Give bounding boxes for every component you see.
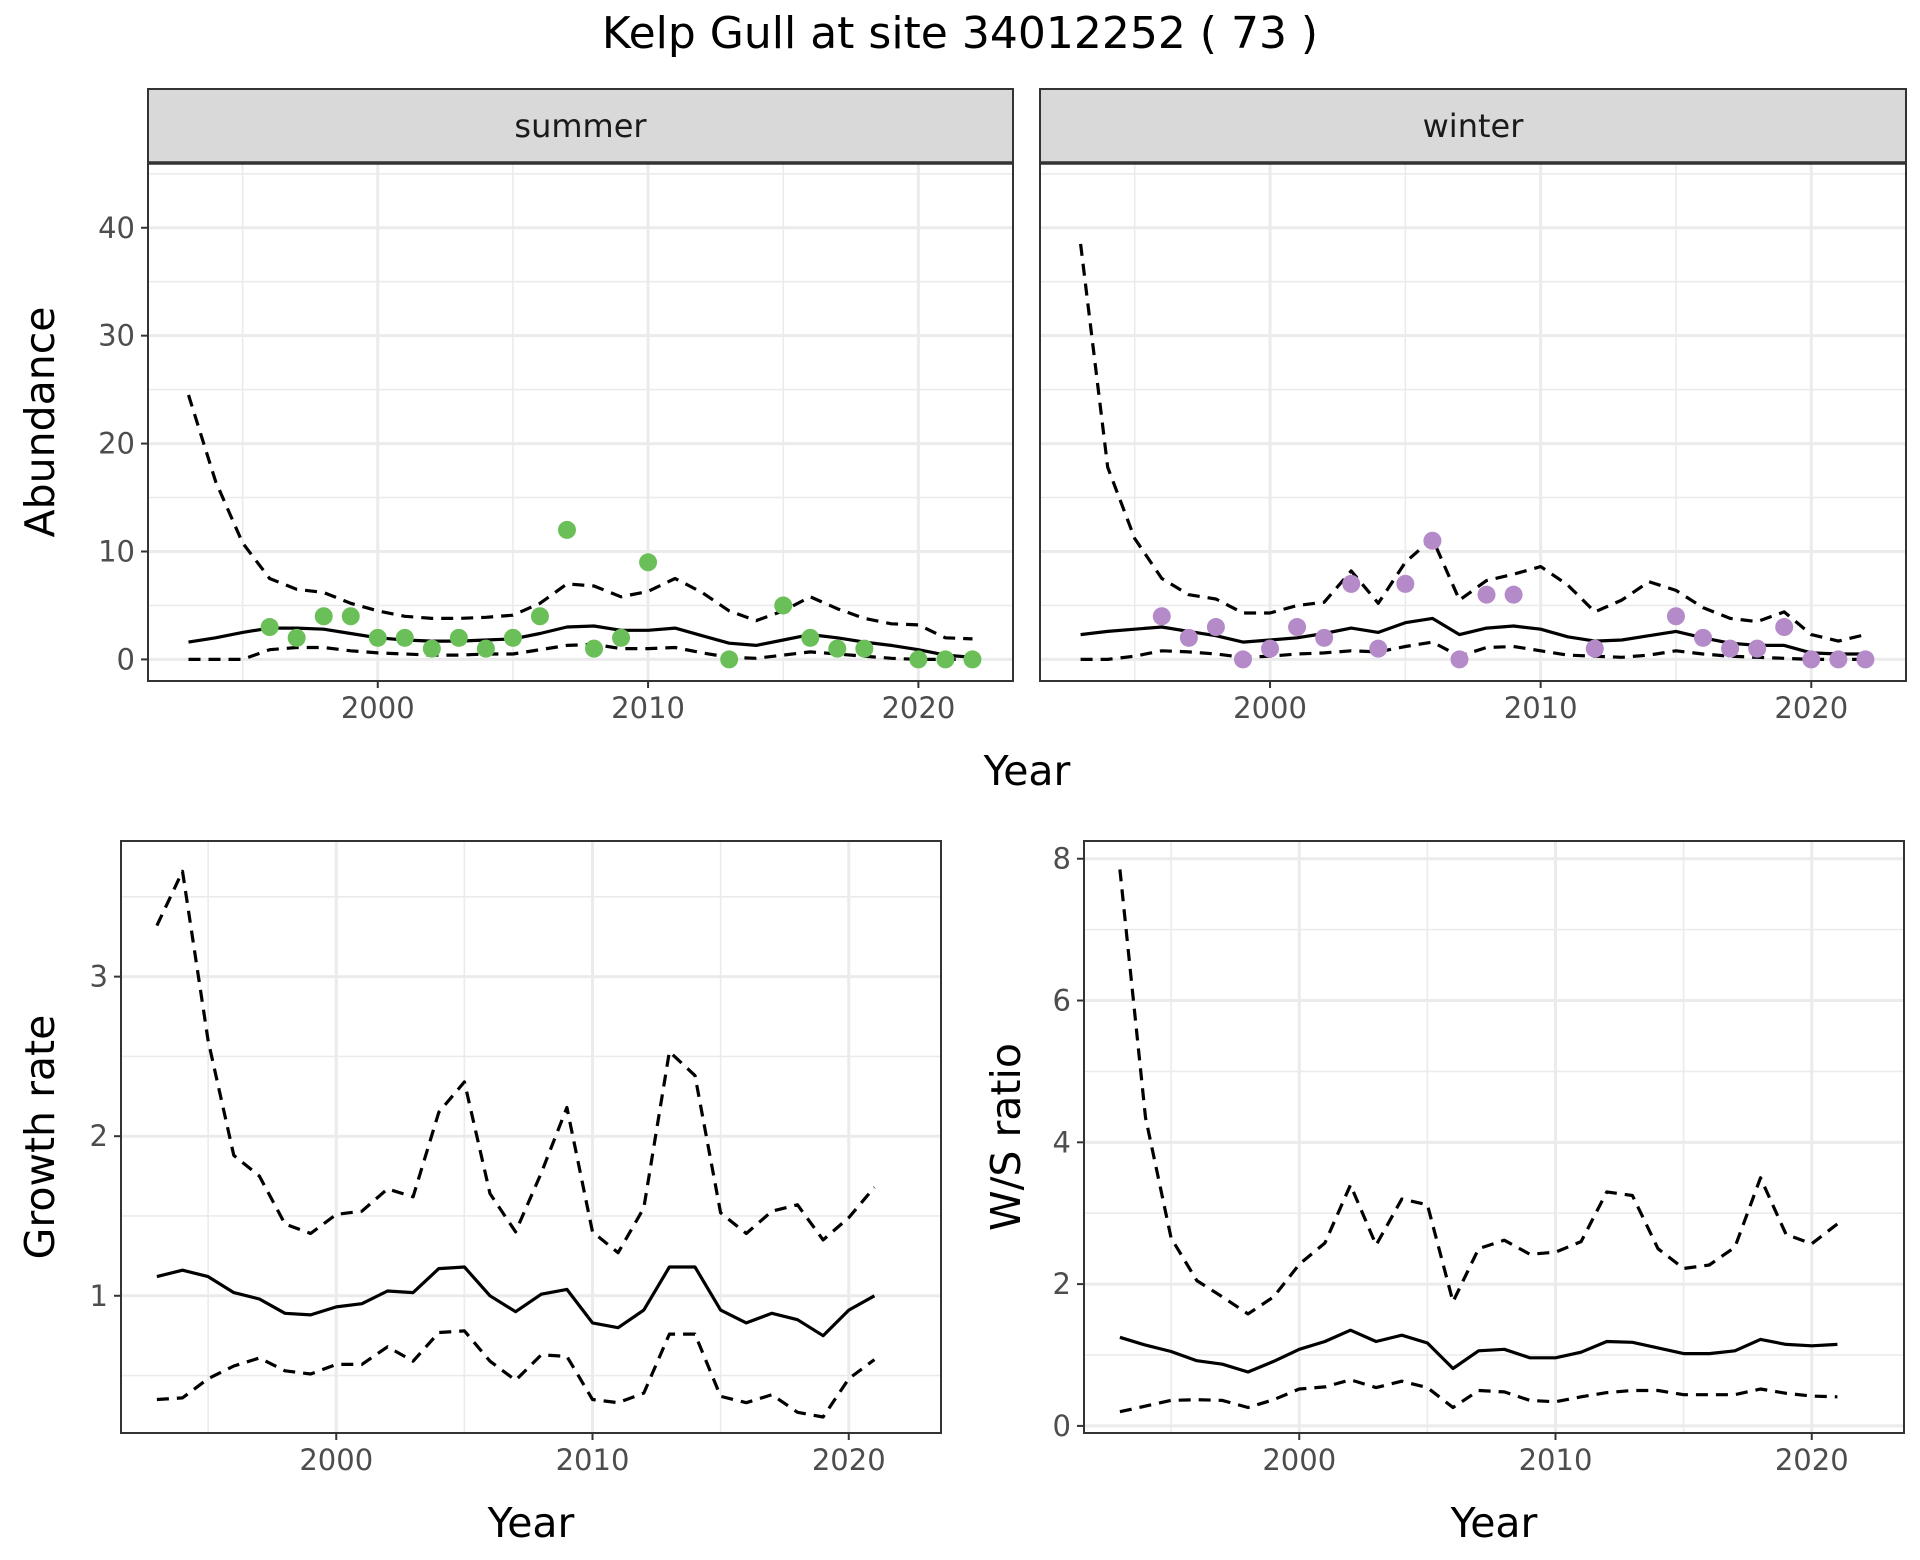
x-tick-label: 2000 <box>1233 691 1307 725</box>
observed-point <box>1179 628 1198 647</box>
observed-point <box>557 520 576 539</box>
x-tick-label: 2010 <box>556 1443 630 1477</box>
observed-point <box>1666 607 1685 626</box>
observed-point <box>1748 639 1767 658</box>
x-axis-title: Year <box>487 1499 575 1547</box>
x-tick-label: 2010 <box>1519 1443 1593 1477</box>
observed-point <box>395 628 414 647</box>
observed-point <box>612 628 631 647</box>
observed-point <box>1342 574 1361 593</box>
facet-strip-label: summer <box>514 107 647 145</box>
observed-point <box>1802 650 1821 669</box>
facet-strip <box>1039 88 1907 164</box>
observed-point <box>936 650 955 669</box>
observed-point <box>1261 639 1280 658</box>
y-tick-label: 1 <box>90 1279 108 1313</box>
observed-point <box>909 650 928 669</box>
observed-point <box>639 553 658 572</box>
observed-point <box>1206 618 1225 637</box>
x-axis-title: Year <box>1450 1499 1538 1547</box>
observed-point <box>1396 574 1415 593</box>
observed-point <box>476 639 495 658</box>
y-tick-label: 3 <box>90 960 108 994</box>
observed-point <box>963 650 982 669</box>
observed-point <box>368 628 387 647</box>
plot-area <box>1040 163 1906 681</box>
observed-point <box>801 628 820 647</box>
x-tick-label: 2010 <box>611 691 685 725</box>
y-tick-label: 6 <box>1053 984 1071 1018</box>
upper-bound-line <box>186 394 973 641</box>
x-tick-label: 2020 <box>1774 691 1848 725</box>
y-tick-label: 20 <box>98 427 135 461</box>
observed-point <box>855 639 874 658</box>
observed-point <box>1477 585 1496 604</box>
y-tick-label: 30 <box>98 319 135 353</box>
observed-point <box>287 628 306 647</box>
y-tick-label: 4 <box>1053 1125 1071 1159</box>
y-tick-label: 2 <box>90 1119 108 1153</box>
figure-title: Kelp Gull at site 34012252 ( 73 ) <box>602 8 1318 59</box>
y-axis-title: Abundance <box>16 307 64 538</box>
lower-bound-line <box>1119 1378 1838 1414</box>
panel-summer: summer 2000 2010 2020 0 10 20 30 40 Year Abundance <box>16 88 1071 795</box>
x-tick-label: 2020 <box>812 1443 886 1477</box>
observed-point <box>774 596 793 615</box>
x-tick-label: 2020 <box>1775 1443 1849 1477</box>
observed-point <box>1694 628 1713 647</box>
observed-point <box>1152 607 1171 626</box>
y-tick-label: 2 <box>1053 1267 1071 1301</box>
upper-bound-line <box>1079 243 1866 643</box>
y-tick-label: 8 <box>1053 842 1071 876</box>
observed-point <box>503 628 522 647</box>
panel-winter: winter 2000 2010 2020 <box>1039 88 1907 725</box>
y-tick-label: 10 <box>98 535 135 569</box>
observed-point <box>341 607 360 626</box>
observed-point <box>1423 531 1442 550</box>
observed-point <box>1288 618 1307 637</box>
panel-ratio: 2000 2010 2020 0 2 4 6 8 Year W/S ratio <box>982 840 1905 1547</box>
y-tick-label: 40 <box>98 211 135 245</box>
observed-point <box>1585 639 1604 658</box>
plot-area <box>148 163 1013 681</box>
observed-point <box>1315 628 1334 647</box>
panel-border <box>1083 840 1905 1434</box>
fitted-line <box>188 624 973 659</box>
observed-point <box>1829 650 1848 669</box>
y-tick-label: 0 <box>117 642 135 676</box>
observed-point <box>1504 585 1523 604</box>
x-axis-title: Year <box>983 747 1071 795</box>
x-tick-label: 2000 <box>1262 1443 1336 1477</box>
observed-point <box>530 607 549 626</box>
observed-point <box>828 639 847 658</box>
x-tick-label: 2010 <box>1504 691 1578 725</box>
observed-point <box>449 628 468 647</box>
observed-point <box>585 639 604 658</box>
observed-point <box>1233 650 1252 669</box>
x-tick-label: 2000 <box>299 1443 373 1477</box>
fitted-line <box>1119 1328 1838 1374</box>
observed-point <box>422 639 441 658</box>
fitted-line <box>156 1265 876 1338</box>
observed-point <box>314 607 333 626</box>
observed-point <box>1450 650 1469 669</box>
observed-point <box>1856 650 1875 669</box>
y-tick-label: 0 <box>1053 1409 1071 1443</box>
facet-strip <box>147 88 1014 164</box>
x-tick-label: 2020 <box>881 691 955 725</box>
facet-strip-label: winter <box>1423 107 1525 145</box>
y-axis-title: W/S ratio <box>982 1043 1030 1231</box>
observed-point <box>720 650 739 669</box>
observed-point <box>1369 639 1388 658</box>
x-tick-label: 2000 <box>341 691 415 725</box>
plot-area <box>1084 841 1904 1433</box>
observed-point <box>1775 618 1794 637</box>
upper-bound-line <box>155 869 876 1255</box>
y-axis-title: Growth rate <box>16 1015 64 1260</box>
panel-growth: 2000 2010 2020 1 2 3 Year Growth rate <box>16 840 942 1547</box>
observed-point <box>1721 639 1740 658</box>
observed-point <box>260 618 279 637</box>
